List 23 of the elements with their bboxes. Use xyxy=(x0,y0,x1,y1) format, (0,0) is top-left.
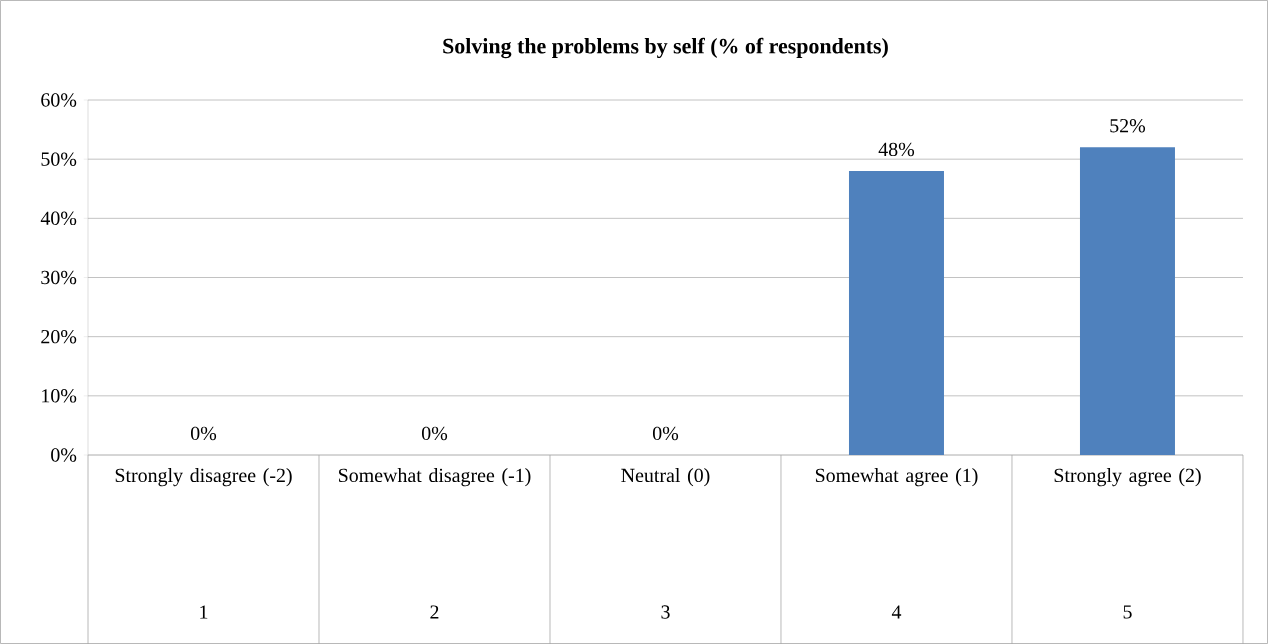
y-tick-label: 30% xyxy=(41,270,77,285)
x-tick-label: Strongly agree (2) xyxy=(1054,468,1201,487)
data-label: 0% xyxy=(421,426,448,441)
x-tick-label: Somewhat disagree (-1) xyxy=(338,468,531,487)
y-tick-label: 60% xyxy=(41,93,77,107)
chart-title: Solving the problems by self (% of respondents) xyxy=(443,37,888,59)
y-tick-label: 50% xyxy=(41,152,77,166)
y-tick-label: 10% xyxy=(42,389,77,403)
y-tick-label: 40% xyxy=(40,211,77,226)
x-tick-label: Somewhat agree (1) xyxy=(815,468,978,487)
text: 4 xyxy=(891,605,902,619)
text: 3 xyxy=(661,605,670,619)
data-label: 0% xyxy=(190,426,217,441)
text: 2 xyxy=(430,605,439,619)
data-label: 52% xyxy=(1110,118,1146,133)
text: 5 xyxy=(1123,605,1132,619)
x-tick-label: Neutral (0) xyxy=(621,468,710,487)
data-label: 48% xyxy=(878,142,915,157)
text: 1 xyxy=(200,605,208,619)
y-tick-label: 20% xyxy=(41,329,77,344)
y-tick-label: 0% xyxy=(51,448,77,462)
data-label: 0% xyxy=(652,426,679,441)
x-tick-label: Strongly disagree (-2) xyxy=(115,468,292,487)
